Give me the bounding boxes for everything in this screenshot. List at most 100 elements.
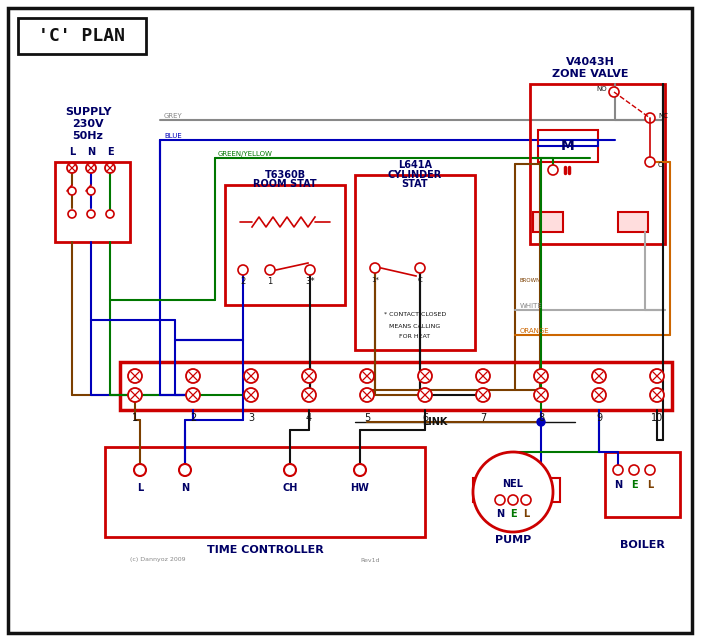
Text: LINK: LINK	[423, 417, 448, 427]
Text: HW: HW	[350, 483, 369, 493]
Circle shape	[537, 418, 545, 426]
Circle shape	[650, 388, 664, 402]
Circle shape	[645, 465, 655, 475]
Bar	[618, 212, 648, 232]
Bar	[105, 447, 425, 537]
Text: 10: 10	[651, 413, 663, 423]
Text: 1*: 1*	[371, 277, 379, 283]
Circle shape	[609, 87, 619, 97]
Text: 3: 3	[248, 413, 254, 423]
Text: L: L	[69, 147, 75, 157]
Circle shape	[87, 187, 95, 195]
Text: C: C	[418, 277, 423, 283]
Text: 2: 2	[190, 413, 196, 423]
Circle shape	[415, 263, 425, 273]
Circle shape	[106, 210, 114, 218]
Bar	[538, 130, 598, 162]
Text: 50Hz: 50Hz	[72, 131, 103, 141]
Bar	[530, 84, 665, 244]
Bar	[355, 175, 475, 350]
Text: 230V: 230V	[72, 119, 104, 129]
Circle shape	[244, 388, 258, 402]
Text: 1: 1	[132, 413, 138, 423]
Text: GREY: GREY	[164, 113, 183, 119]
Circle shape	[284, 464, 296, 476]
Text: 1: 1	[267, 278, 272, 287]
Circle shape	[650, 369, 664, 383]
Text: E: E	[510, 509, 516, 519]
Text: N: N	[181, 483, 189, 493]
Text: 6: 6	[422, 413, 428, 423]
Text: BLUE: BLUE	[164, 133, 182, 139]
Circle shape	[87, 210, 95, 218]
Circle shape	[179, 464, 191, 476]
Bar	[605, 452, 680, 517]
Circle shape	[305, 265, 315, 275]
Text: 8: 8	[538, 413, 544, 423]
Text: L: L	[137, 483, 143, 493]
Bar	[473, 478, 488, 502]
Circle shape	[360, 369, 374, 383]
Text: PUMP: PUMP	[495, 535, 531, 545]
Circle shape	[105, 163, 115, 173]
Circle shape	[370, 263, 380, 273]
Circle shape	[186, 369, 200, 383]
Circle shape	[592, 369, 606, 383]
Circle shape	[473, 452, 553, 532]
Text: ORANGE: ORANGE	[520, 328, 550, 334]
Bar	[120, 362, 672, 410]
Circle shape	[302, 369, 316, 383]
Text: N: N	[87, 147, 95, 157]
Bar	[545, 478, 560, 502]
Circle shape	[186, 388, 200, 402]
Text: N: N	[496, 509, 504, 519]
Text: L: L	[523, 509, 529, 519]
Circle shape	[67, 163, 77, 173]
Circle shape	[128, 369, 142, 383]
Circle shape	[238, 265, 248, 275]
Text: 'C' PLAN: 'C' PLAN	[39, 27, 126, 45]
Circle shape	[418, 388, 432, 402]
Circle shape	[360, 388, 374, 402]
Text: TIME CONTROLLER: TIME CONTROLLER	[206, 545, 324, 555]
Text: 2: 2	[240, 278, 246, 287]
Text: N: N	[614, 480, 622, 490]
Text: NC: NC	[658, 113, 668, 119]
Circle shape	[534, 369, 548, 383]
Text: CH: CH	[282, 483, 298, 493]
Text: NEL: NEL	[503, 479, 524, 489]
Text: ROOM STAT: ROOM STAT	[253, 179, 317, 189]
Bar	[533, 212, 563, 232]
Circle shape	[476, 388, 490, 402]
Text: E: E	[630, 480, 637, 490]
Circle shape	[645, 157, 655, 167]
Text: L: L	[647, 480, 653, 490]
Circle shape	[508, 495, 518, 505]
Text: FOR HEAT: FOR HEAT	[399, 335, 430, 340]
Circle shape	[68, 210, 76, 218]
Circle shape	[86, 163, 96, 173]
Circle shape	[354, 464, 366, 476]
Text: BOILER: BOILER	[620, 540, 664, 550]
Text: C: C	[658, 162, 663, 168]
Circle shape	[244, 369, 258, 383]
Text: MEANS CALLING: MEANS CALLING	[390, 324, 441, 328]
Circle shape	[592, 388, 606, 402]
Text: * CONTACT CLOSED: * CONTACT CLOSED	[384, 313, 446, 317]
Circle shape	[128, 388, 142, 402]
Circle shape	[548, 165, 558, 175]
Text: SUPPLY: SUPPLY	[65, 107, 111, 117]
Text: L641A: L641A	[398, 160, 432, 170]
Text: 3*: 3*	[305, 278, 314, 287]
Circle shape	[645, 113, 655, 123]
Circle shape	[629, 465, 639, 475]
Text: NO: NO	[597, 86, 607, 92]
Text: 5: 5	[364, 413, 370, 423]
Text: 9: 9	[596, 413, 602, 423]
Circle shape	[418, 369, 432, 383]
Text: GREEN/YELLOW: GREEN/YELLOW	[218, 151, 273, 157]
Text: M: M	[561, 139, 575, 153]
Bar	[55, 162, 130, 242]
Text: E: E	[107, 147, 113, 157]
Circle shape	[613, 465, 623, 475]
